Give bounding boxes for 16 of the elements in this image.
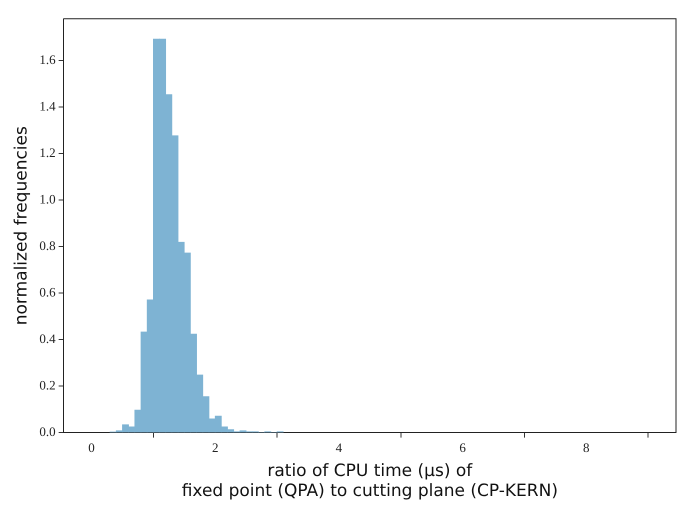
y-tick-label: 0.4	[39, 331, 56, 346]
x-tick-label: 4	[336, 440, 343, 455]
x-tick-label: 6	[459, 440, 466, 455]
y-tick-label: 0.2	[39, 378, 56, 393]
x-tick-label: 8	[583, 440, 590, 455]
y-tick-label: 0.8	[39, 238, 56, 254]
y-tick-label: 1.0	[39, 192, 56, 207]
x-tick-label: 0	[88, 440, 95, 455]
x-tick-label: 2	[212, 440, 218, 455]
y-axis-title: normalized frequencies	[12, 126, 32, 326]
y-tick-label: 0.6	[39, 284, 56, 300]
x-axis-title: ratio of CPU time (μs) of fixed point (QPA) to cutting plane (CP-KERN)	[182, 460, 558, 502]
y-tick-label: 0.0	[39, 424, 56, 440]
y-tick-label: 1.6	[39, 52, 56, 68]
y-tick-label: 1.4	[39, 98, 56, 114]
y-tick-label: 1.2	[39, 145, 56, 160]
